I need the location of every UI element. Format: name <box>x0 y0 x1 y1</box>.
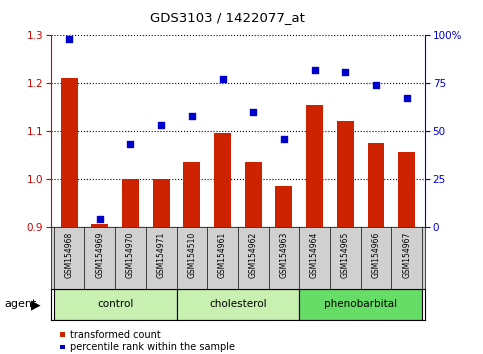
Bar <box>275 186 292 227</box>
Bar <box>306 105 323 227</box>
Point <box>249 109 257 115</box>
Bar <box>184 162 200 227</box>
Point <box>96 216 104 222</box>
Text: GSM154961: GSM154961 <box>218 232 227 278</box>
Point <box>219 76 227 82</box>
Bar <box>245 162 262 227</box>
Text: phenobarbital: phenobarbital <box>324 299 397 309</box>
Point <box>311 67 318 73</box>
Bar <box>368 143 384 227</box>
Text: GSM154970: GSM154970 <box>126 232 135 278</box>
Bar <box>398 153 415 227</box>
Text: GSM154965: GSM154965 <box>341 232 350 278</box>
Bar <box>122 179 139 227</box>
Point <box>372 82 380 88</box>
Text: GSM154963: GSM154963 <box>279 232 288 278</box>
Text: cholesterol: cholesterol <box>209 299 267 309</box>
Text: GSM154971: GSM154971 <box>156 232 166 278</box>
Point <box>65 36 73 42</box>
Point <box>403 96 411 101</box>
Text: GDS3103 / 1422077_at: GDS3103 / 1422077_at <box>150 11 304 24</box>
Text: GSM154964: GSM154964 <box>310 232 319 278</box>
Bar <box>91 224 108 227</box>
Text: agent: agent <box>5 299 37 309</box>
Text: GSM154969: GSM154969 <box>95 232 104 278</box>
Point <box>341 69 349 75</box>
Bar <box>176 289 299 320</box>
Point <box>280 136 288 142</box>
Text: ▶: ▶ <box>31 298 41 311</box>
Text: control: control <box>97 299 133 309</box>
Bar <box>61 79 78 227</box>
Text: percentile rank within the sample: percentile rank within the sample <box>70 342 235 352</box>
Bar <box>337 121 354 227</box>
Text: GSM154968: GSM154968 <box>65 232 73 278</box>
Bar <box>153 179 170 227</box>
Bar <box>54 289 176 320</box>
Point <box>157 122 165 128</box>
Point <box>127 142 134 147</box>
Text: transformed count: transformed count <box>70 330 160 339</box>
Text: GSM154510: GSM154510 <box>187 232 197 278</box>
Bar <box>299 289 422 320</box>
Bar <box>214 133 231 227</box>
Text: GSM154967: GSM154967 <box>402 232 411 278</box>
Text: GSM154962: GSM154962 <box>249 232 258 278</box>
Text: GSM154966: GSM154966 <box>371 232 381 278</box>
Point <box>188 113 196 119</box>
